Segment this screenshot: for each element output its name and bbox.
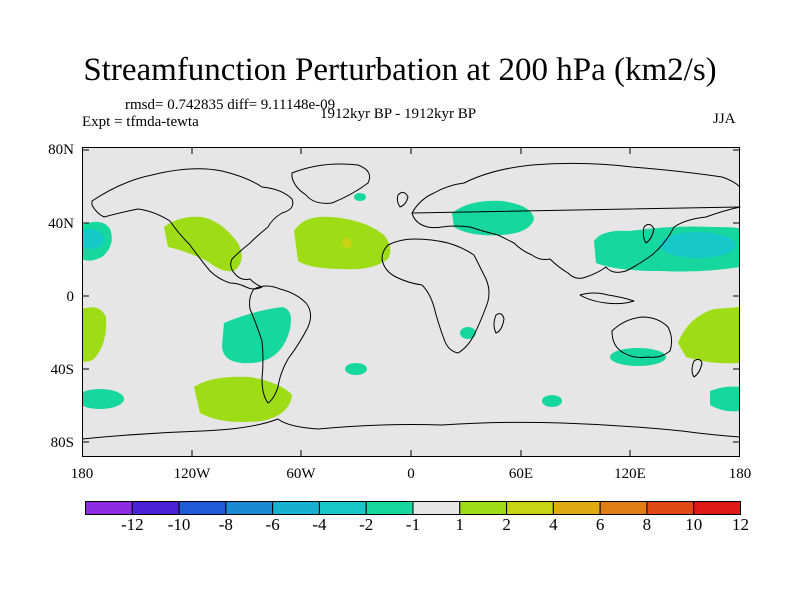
colorbar-box-7: [412, 501, 461, 515]
lon-label-0: 0: [407, 466, 415, 482]
contour-pos-atlantic-core: [342, 238, 352, 248]
colorbar-box-10: [552, 501, 601, 515]
colorbar: [85, 501, 741, 515]
contour-fills: [82, 193, 740, 422]
lat-label-0: 0: [66, 289, 75, 305]
coast-new-zealand: [691, 358, 703, 378]
map-ticks: [82, 147, 740, 457]
colorbar-label-8: 2: [502, 515, 511, 534]
colorbar-label-9: 4: [549, 515, 558, 534]
colorbar-box-8: [459, 501, 508, 515]
coast-north-america: [91, 168, 294, 290]
colorbar-label-12: 10: [685, 515, 703, 534]
coast-antarctica: [82, 418, 741, 440]
colorbar-box-3: [225, 501, 274, 515]
contour-pos-australia-east: [678, 307, 740, 364]
coast-greenland: [291, 163, 371, 204]
contour-pos-south-pacific-west: [82, 307, 107, 362]
colorbar-box-5: [318, 501, 367, 515]
rmsd-diff-stats: rmsd= 0.742835 diff= 9.11148e-09: [125, 97, 336, 113]
colorbar-label-2: -8: [218, 515, 233, 534]
colorbar-label-13: 12: [732, 515, 749, 534]
contour-neg-pacific-west-core: [82, 229, 104, 249]
colorbar-label-1: -10: [167, 515, 191, 534]
coastlines: [82, 162, 741, 440]
lat-label-40s: 40S: [50, 362, 74, 378]
experiment-label: Expt = tfmda-tewta: [82, 114, 199, 130]
lon-label-120w: 120W: [173, 466, 211, 482]
colorbar-label-11: 8: [642, 515, 652, 534]
colorbar-box-9: [506, 501, 554, 515]
colorbar-label-6: -1: [405, 515, 421, 534]
contour-neg-southern-ocean-mid: [345, 363, 367, 375]
coast-south-america: [249, 285, 312, 404]
map-title: Streamfunction Perturbation at 200 hPa (…: [83, 52, 717, 88]
colorbar-box-1: [131, 501, 180, 515]
contour-neg-southern-ocean-east: [710, 386, 740, 412]
contour-neg-southern-ocean-west: [82, 389, 124, 409]
colorbar-box-6: [365, 501, 414, 515]
contour-pos-north-america: [164, 216, 242, 272]
contour-neg-west-pacific-core: [660, 232, 736, 258]
contour-neg-eurasia: [452, 200, 534, 236]
colorbar-box-11: [599, 501, 648, 515]
contour-neg-south-indian-ocean: [542, 395, 562, 407]
colorbar-label-4: -4: [312, 515, 327, 534]
period-label: 1912kyr BP - 1912kyr BP: [320, 106, 477, 122]
colorbar-label-7: 1: [455, 515, 465, 534]
lat-label-80s: 80S: [50, 435, 74, 451]
lon-label-120e: 120E: [614, 466, 646, 482]
colorbar-box-4: [272, 501, 320, 515]
lon-label-60e: 60E: [508, 466, 534, 482]
colorbar-box-12: [646, 501, 695, 515]
map-background: [82, 147, 740, 457]
lon-label-180e: 180: [728, 466, 752, 482]
colorbar-box-0: [85, 501, 133, 515]
colorbar-box-13: [693, 501, 741, 515]
colorbar-label-5: -2: [359, 515, 374, 534]
lon-label-180w: 180: [70, 466, 94, 482]
colorbar-label-0: -12: [120, 515, 144, 534]
contour-neg-south-pacific: [222, 307, 291, 364]
lat-label-40n: 40N: [48, 216, 74, 232]
colorbar-label-3: -6: [265, 515, 280, 534]
lat-label-80n: 80N: [48, 142, 74, 158]
contour-neg-north-africa: [354, 193, 366, 201]
contour-neg-south-indian: [460, 327, 476, 339]
coast-british-isles: [396, 191, 409, 208]
colorbar-label-10: 6: [595, 515, 605, 534]
lon-label-60w: 60W: [286, 466, 316, 482]
coast-eurasia: [411, 162, 741, 279]
coast-indonesia: [579, 292, 635, 305]
coast-australia: [611, 316, 673, 358]
coast-japan: [642, 223, 655, 244]
coast-africa: [381, 238, 490, 354]
streamfunction-map: [82, 147, 741, 457]
colorbar-box-2: [178, 501, 227, 515]
contour-pos-south-pacific-high: [194, 376, 292, 422]
season-label: JJA: [713, 111, 736, 127]
coast-madagascar: [493, 313, 505, 334]
